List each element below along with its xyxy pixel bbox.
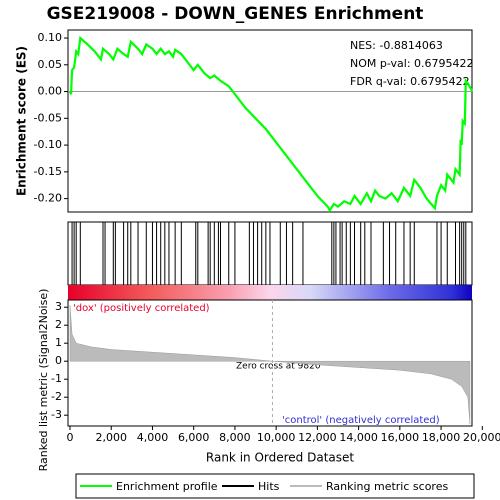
rank-color-bar <box>68 285 472 300</box>
x-tick-label: 6,000 <box>178 431 210 444</box>
metric-y-tick-label: 2 <box>55 318 62 331</box>
metric-y-tick-label: 0 <box>55 354 62 367</box>
metric-axis-label: Ranked list metric (Signal2Noise) <box>37 289 50 472</box>
legend-label: Enrichment profile <box>116 480 218 493</box>
p-val: NOM p-val: 0.6795422 <box>350 57 474 70</box>
x-tick-label: 20,000 <box>463 431 500 444</box>
metric-y-tick-label: -2 <box>51 390 62 403</box>
nes: NES: -0.8814063 <box>350 39 443 52</box>
legend <box>75 473 475 499</box>
enrichment-profile <box>68 35 474 213</box>
y-axis-label: Enrichment score (ES) <box>15 46 29 196</box>
y-tick-label: 0.10 <box>38 31 63 44</box>
neg-label: 'control' (negatively correlated) <box>282 415 440 426</box>
legend-label: Hits <box>258 480 280 493</box>
y-tick-label: 0.05 <box>38 58 63 71</box>
zero-cross-label: Zero cross at 9820 <box>236 362 321 372</box>
y-tick-label: -0.20 <box>34 192 62 205</box>
fdr: FDR q-val: 0.6795422 <box>350 75 470 88</box>
chart-title: GSE219008 - DOWN_GENES Enrichment <box>47 4 424 24</box>
x-tick-label: 0 <box>67 431 74 444</box>
metric-y-tick-label: -1 <box>51 372 62 385</box>
metric-y-tick-label: 1 <box>55 336 62 349</box>
pos-label: 'dox' (positively correlated) <box>73 303 210 314</box>
es-panel <box>67 29 473 213</box>
x-tick-label: 14,000 <box>339 431 378 444</box>
x-tick-label: 8,000 <box>219 431 251 444</box>
x-tick-label: 10,000 <box>257 431 296 444</box>
x-tick-label: 2,000 <box>95 431 127 444</box>
y-tick-label: -0.10 <box>34 138 62 151</box>
x-axis-label: Rank in Ordered Dataset <box>206 451 354 465</box>
x-tick-label: 12,000 <box>298 431 337 444</box>
x-tick-label: 16,000 <box>381 431 420 444</box>
x-tick-label: 18,000 <box>422 431 461 444</box>
legend-label: Ranking metric scores <box>326 480 448 493</box>
metric-panel <box>67 299 473 427</box>
metric-y-tick-label: -3 <box>51 408 62 421</box>
metric-y-tick-label: 3 <box>55 300 62 313</box>
y-tick-label: -0.15 <box>34 165 62 178</box>
y-tick-label: -0.05 <box>34 111 62 124</box>
x-tick-label: 4,000 <box>137 431 169 444</box>
ranking-metric <box>69 305 471 425</box>
y-tick-label: 0.00 <box>38 85 63 98</box>
